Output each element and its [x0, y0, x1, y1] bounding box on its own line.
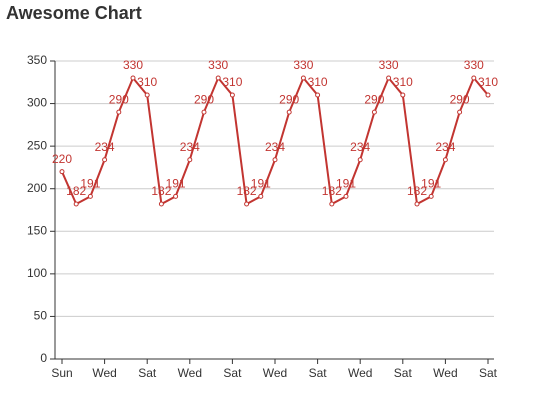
value-label: 234 [265, 140, 285, 154]
point [371, 109, 377, 115]
x-tick-label: Wed [263, 366, 287, 380]
point [300, 75, 306, 81]
point [102, 157, 108, 163]
point [357, 157, 363, 163]
point [258, 193, 264, 199]
value-label: 290 [109, 92, 129, 106]
x-tick-label: Wed [433, 366, 457, 380]
point [414, 201, 420, 207]
point [229, 92, 235, 98]
y-tick-label: 300 [27, 96, 47, 110]
value-label: 330 [123, 58, 143, 72]
point [471, 75, 477, 81]
point [144, 92, 150, 98]
x-tick-label: Sat [394, 366, 413, 380]
point [329, 201, 335, 207]
value-label: 310 [478, 75, 498, 89]
value-label: 191 [336, 177, 356, 191]
value-label: 290 [364, 92, 384, 106]
point [386, 75, 392, 81]
y-tick-label: 150 [27, 223, 47, 237]
x-tick-label: Sat [223, 366, 242, 380]
chart-title: Awesome Chart [6, 3, 142, 23]
point [158, 201, 164, 207]
point [87, 193, 93, 199]
point [201, 109, 207, 115]
point [130, 75, 136, 81]
x-tick-label: Sat [479, 366, 498, 380]
point [400, 92, 406, 98]
value-label: 191 [80, 177, 100, 191]
value-label: 182 [407, 184, 427, 198]
x-tick-label: Sat [138, 366, 157, 380]
point [215, 75, 221, 81]
value-label: 234 [95, 140, 115, 154]
point [73, 201, 79, 207]
point [442, 157, 448, 163]
value-label: 330 [464, 58, 484, 72]
point [315, 92, 321, 98]
point [457, 109, 463, 115]
y-tick-label: 0 [40, 351, 47, 365]
value-label: 330 [208, 58, 228, 72]
value-label: 191 [421, 177, 441, 191]
value-label: 290 [450, 92, 470, 106]
value-label: 234 [435, 140, 455, 154]
x-tick-label: Wed [348, 366, 372, 380]
y-tick-label: 100 [27, 266, 47, 280]
value-label: 234 [180, 140, 200, 154]
y-tick-label: 350 [27, 53, 47, 67]
y-tick-label: 200 [27, 181, 47, 195]
x-tick-label: Wed [92, 366, 116, 380]
value-label: 310 [308, 75, 328, 89]
value-label: 191 [166, 177, 186, 191]
point [428, 193, 434, 199]
point [244, 201, 250, 207]
point [116, 109, 122, 115]
value-label: 234 [350, 140, 370, 154]
x-tick-label: Sat [309, 366, 328, 380]
value-label: 220 [52, 152, 72, 166]
value-label: 182 [322, 184, 342, 198]
point [485, 92, 491, 98]
value-label: 290 [194, 92, 214, 106]
value-label: 330 [293, 58, 313, 72]
y-tick-label: 50 [34, 309, 48, 323]
point [173, 193, 179, 199]
value-label: 330 [379, 58, 399, 72]
value-label: 290 [279, 92, 299, 106]
value-label: 182 [237, 184, 257, 198]
value-label: 182 [151, 184, 171, 198]
x-tick-label: Wed [178, 366, 202, 380]
y-tick-label: 250 [27, 138, 47, 152]
value-label: 310 [222, 75, 242, 89]
point [272, 157, 278, 163]
value-label: 182 [66, 184, 86, 198]
value-label: 310 [137, 75, 157, 89]
value-label: 191 [251, 177, 271, 191]
point [286, 109, 292, 115]
point [187, 157, 193, 163]
point [343, 193, 349, 199]
value-label: 310 [393, 75, 413, 89]
x-tick-label: Sun [51, 366, 72, 380]
point [59, 169, 65, 175]
